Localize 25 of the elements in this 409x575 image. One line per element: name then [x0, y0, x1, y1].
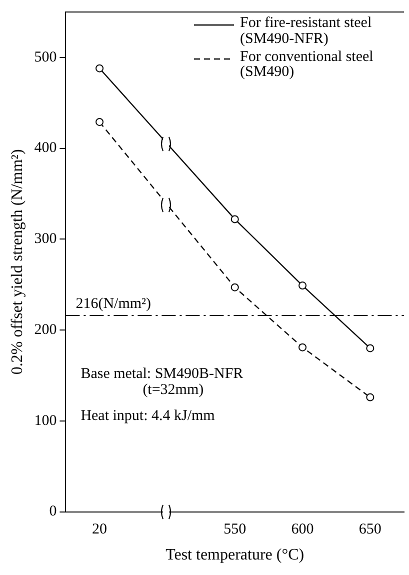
legend-label: For conventional steel (SM490): [240, 48, 374, 81]
point: [298, 282, 307, 290]
point: [298, 343, 307, 352]
x-axis-title: Test temperature (°C): [166, 546, 304, 564]
point: [230, 283, 239, 292]
y-axis-title: 0.2% offset yield strength (N/mm²): [8, 149, 26, 375]
annotation: Heat input: 4.4 kJ/mm: [80, 408, 215, 425]
x-tick-label: 20: [92, 522, 108, 538]
point: [96, 118, 104, 126]
point: [366, 344, 374, 352]
y-tick-label: 0: [49, 504, 57, 520]
x-tick-label: 650: [358, 522, 382, 538]
point: [230, 215, 239, 224]
point: [366, 393, 374, 402]
ref-line-label: 216(N/mm²): [76, 296, 152, 312]
y-tick-label: 100: [34, 412, 57, 429]
x-tick-label: 600: [291, 522, 314, 538]
legend-label: For fire-resistant steel (SM490-NFR): [240, 15, 373, 48]
point: [96, 64, 104, 72]
y-tick-label: 300: [34, 231, 57, 248]
annotation: Base metal: SM490B-NFR (t=32mm): [80, 366, 244, 398]
y-tick-label: 500: [34, 49, 57, 66]
y-tick-label: 400: [34, 140, 57, 156]
x-tick-label: 550: [224, 522, 246, 538]
y-tick-label: 200: [34, 322, 57, 338]
